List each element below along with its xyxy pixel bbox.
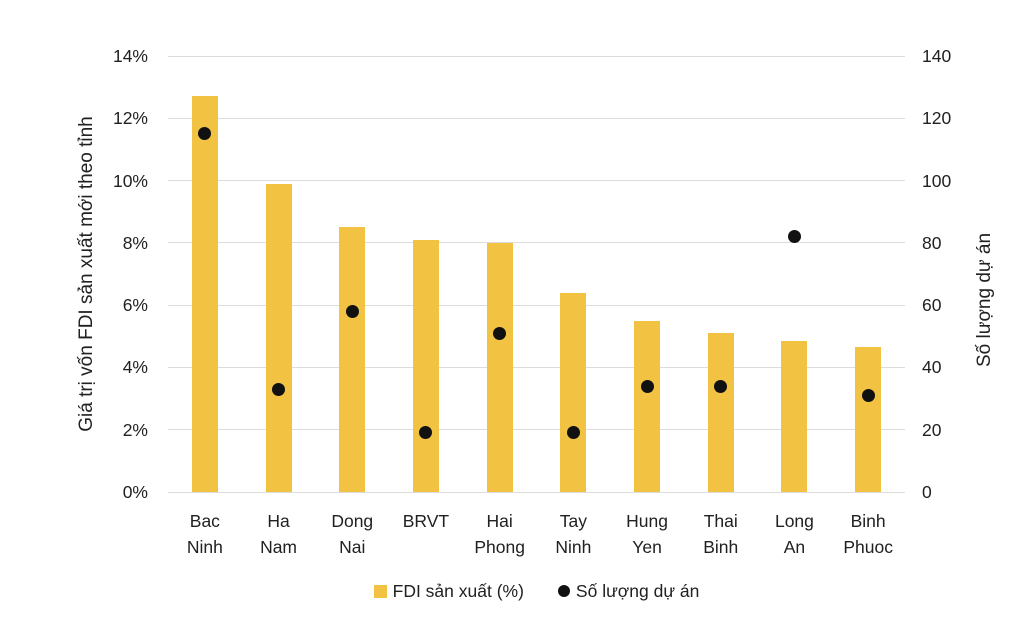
category-label: Binh Phuoc [843,511,893,557]
dot-binh-phuoc [861,388,875,402]
left-axis-tick-label: 10% [112,170,148,191]
bar-thai-binh [707,333,734,492]
category-label: Hung Yen [626,511,668,557]
category-label: Dong Nai [331,511,374,557]
bar-bac-ninh [191,96,218,492]
gridline [168,366,905,368]
dot-dong-nai [345,304,359,318]
category-label: BRVT [402,511,450,531]
dot-ha-nam [272,382,286,396]
right-axis-tick-label: 40 [922,357,942,378]
left-axis-tick-label: 14% [112,46,148,66]
right-axis-tick-label: 20 [922,419,942,440]
left-axis-tick-label: 4% [122,357,148,378]
legend-square-marker-icon [373,584,387,598]
bar-hai-phong [486,242,513,492]
right-axis-tick-label: 100 [922,170,952,191]
category-label: Thai Binh [703,511,739,557]
right-axis-tick-label: 80 [922,232,942,253]
left-axis-tick-label: 2% [122,419,148,440]
category-label: Tay Ninh [555,511,592,557]
dot-hung-yen [640,379,654,393]
left-axis-tick-label: 6% [122,295,148,316]
left-axis-tick-label: 0% [122,482,148,502]
bar-ha-nam [265,183,292,492]
left-axis-tick-label: 8% [122,232,148,253]
right-axis-tick-label: 60 [922,295,942,316]
legend-item-1: Số lượng dự án [557,580,700,602]
gridline [168,304,905,306]
gridline [168,491,905,493]
bar-tay-ninh [560,292,587,492]
legend-label: Số lượng dự án [575,580,700,601]
dot-brvt [419,426,433,440]
category-label: Bac Ninh [186,511,223,557]
bar-dong-nai [339,227,366,492]
bar-brvt [412,239,439,492]
bar-long-an [781,340,808,492]
left-axis-tick-label: 12% [112,108,148,129]
category-label: Ha Nam [260,511,298,557]
dot-tay-ninh [566,426,580,440]
gridline [168,117,905,119]
bar-binh-phuoc [855,347,882,492]
legend-label: FDI sản xuất (%) [392,580,524,601]
chart-legend: FDI sản xuất (%) Số lượng dự án [168,578,905,604]
gridline [168,55,905,57]
right-axis-tick-label: 140 [922,46,952,66]
legend-circle-marker-icon [557,585,570,597]
gridline [168,180,905,182]
dot-hai-phong [493,326,507,340]
right-axis-tick-label: 120 [922,108,952,129]
gridline [168,429,905,431]
dot-thai-binh [714,379,728,393]
bar-hung-yen [634,320,661,492]
right-axis-tick-label: 0 [922,482,932,502]
dot-bac-ninh [198,127,212,141]
gridline [168,242,905,244]
category-label: Long An [774,511,814,557]
legend-item-0: FDI sản xuất (%) [373,580,524,602]
dot-long-an [787,230,801,244]
category-label: Hai Phong [474,511,525,557]
